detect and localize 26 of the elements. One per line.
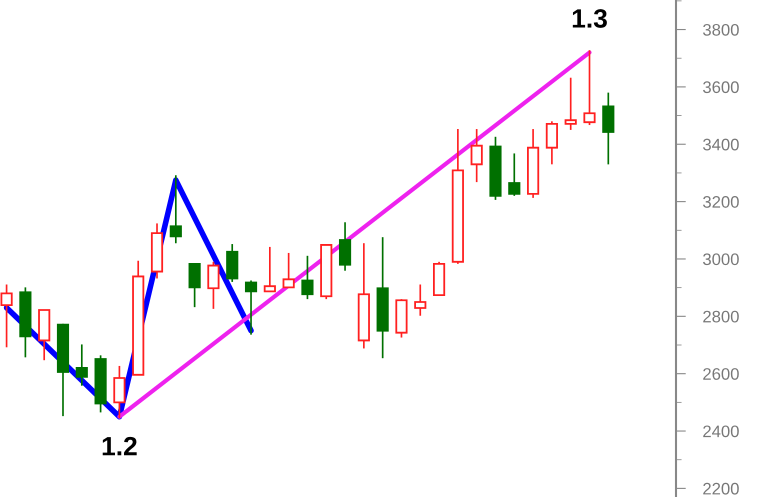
- y-tick-label: 3600: [703, 81, 739, 94]
- y-tick-label: 3400: [703, 138, 739, 150]
- y-tick-label: 2400: [703, 425, 739, 438]
- annotation: 1.2: [102, 436, 137, 456]
- y-tick-label: 2800: [703, 310, 739, 323]
- candlestick: [244, 280, 258, 336]
- candlestick: [0, 284, 13, 348]
- annotation: 1.3: [572, 9, 607, 28]
- candlestick: [76, 344, 88, 387]
- y-tick-label: 3200: [703, 196, 739, 208]
- y-tick-label: 3000: [703, 253, 739, 266]
- candlestick: [207, 261, 220, 310]
- candlestick: [583, 49, 596, 126]
- y-tick-label: 3800: [703, 24, 739, 36]
- y-tick-label: 2200: [703, 482, 739, 495]
- candlestick: [508, 152, 520, 197]
- candlestick: [282, 252, 295, 288]
- candlestick: [564, 76, 577, 131]
- candlestick: [414, 284, 426, 317]
- candlestick: [188, 262, 201, 308]
- candlestick: [470, 128, 483, 183]
- candlestick: [264, 246, 276, 292]
- y-tick-label: 2600: [703, 368, 739, 380]
- candlestick: [301, 254, 314, 300]
- candlestick: [546, 120, 558, 166]
- candlestick: [170, 174, 182, 244]
